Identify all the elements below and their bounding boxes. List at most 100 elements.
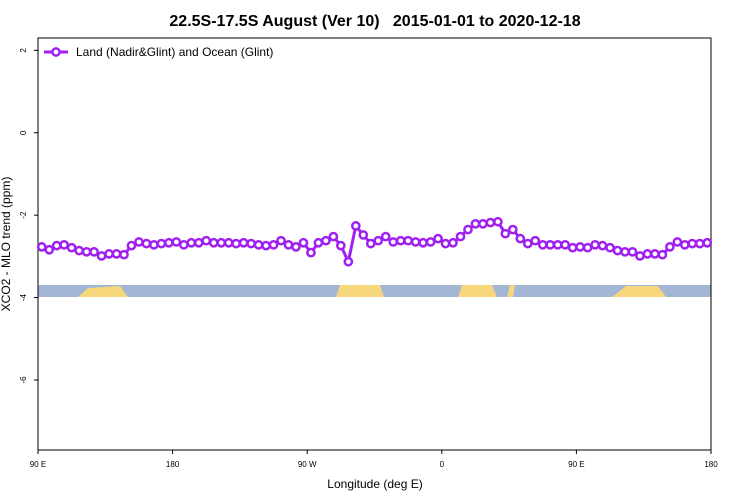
data-point	[186, 237, 197, 248]
data-point	[380, 231, 391, 242]
data-point	[59, 239, 70, 250]
data-point	[336, 240, 346, 251]
data-point	[253, 239, 264, 250]
data-point	[343, 256, 354, 267]
data-point	[635, 251, 645, 261]
data-point	[575, 242, 585, 252]
data-point	[455, 231, 466, 242]
y-tick-label: -6	[19, 376, 28, 384]
data-point	[470, 218, 481, 229]
y-tick-label: 0	[19, 130, 28, 135]
data-point	[665, 242, 675, 252]
data-point	[231, 238, 242, 249]
data-point	[507, 224, 518, 235]
data-point	[246, 238, 256, 249]
data-point	[418, 237, 428, 248]
legend-marker	[51, 47, 61, 57]
data-point	[597, 240, 608, 251]
data-point	[395, 235, 406, 246]
data-point	[216, 237, 227, 248]
data-point	[605, 242, 615, 253]
data-point	[500, 228, 511, 239]
y-axis-label: XCO2 - MLO trend (ppm)	[0, 177, 13, 312]
data-point	[485, 217, 496, 228]
data-point	[298, 237, 309, 248]
data-point	[111, 249, 122, 259]
data-point	[463, 224, 473, 235]
data-point	[164, 237, 174, 248]
legend-label: Land (Nadir&Glint) and Ocean (Glint)	[76, 45, 273, 59]
data-point	[268, 239, 279, 250]
x-axis-label: Longitude (deg E)	[327, 477, 422, 491]
y-tick-label: 2	[19, 48, 28, 53]
data-point	[679, 239, 690, 250]
data-point	[590, 239, 600, 250]
data-point	[650, 249, 660, 259]
data-point	[261, 240, 271, 251]
x-tick-label: 90 W	[298, 460, 317, 469]
data-point	[306, 247, 316, 258]
data-point	[373, 235, 384, 246]
data-point	[687, 238, 698, 249]
data-point	[89, 246, 99, 257]
data-point	[433, 233, 443, 244]
data-point	[493, 216, 503, 227]
x-tick-label: 90 E	[568, 460, 584, 469]
data-point	[321, 235, 331, 246]
x-tick-label: 0	[440, 460, 445, 469]
data-point	[448, 237, 458, 248]
surface-band	[38, 285, 711, 297]
data-point	[702, 237, 713, 248]
data-point	[552, 239, 563, 250]
data-point	[358, 230, 369, 240]
data-point	[149, 239, 159, 250]
data-point	[208, 237, 219, 248]
data-point	[545, 239, 556, 250]
chart-title: 22.5S-17.5S August (Ver 10) 2015-01-01 t…	[169, 13, 580, 30]
data-point	[44, 244, 55, 255]
data-point	[223, 237, 234, 248]
data-point	[627, 246, 638, 257]
data-point	[388, 237, 399, 247]
data-point	[350, 221, 361, 231]
data-point	[328, 231, 339, 242]
data-point	[81, 246, 92, 257]
data-point	[66, 242, 77, 253]
data-point	[620, 246, 630, 257]
data-point	[478, 218, 488, 229]
data-point	[365, 238, 376, 249]
data-point	[672, 237, 683, 247]
data-point	[530, 235, 541, 246]
data-point	[119, 249, 129, 260]
data-point	[560, 239, 571, 250]
data-point	[694, 238, 705, 249]
y-tick-label: -2	[19, 211, 28, 219]
data-point	[403, 235, 413, 246]
data-point	[96, 251, 107, 261]
y-tick-label: -4	[19, 293, 28, 301]
data-point	[141, 238, 152, 249]
data-point	[134, 237, 144, 247]
data-point	[582, 242, 593, 253]
data-point	[276, 235, 286, 246]
data-point	[425, 237, 436, 247]
data-point	[642, 249, 653, 259]
data-point	[567, 242, 578, 253]
x-tick-label: 90 E	[30, 460, 46, 469]
x-tick-label: 180	[704, 460, 718, 469]
data-point	[178, 239, 189, 250]
x-tick-label: 180	[166, 460, 180, 469]
data-point	[238, 237, 249, 248]
data-point	[156, 238, 167, 249]
data-point	[657, 249, 668, 260]
data-point	[291, 242, 301, 252]
data-point	[36, 242, 47, 252]
data-point	[74, 245, 84, 256]
data-point	[104, 249, 114, 259]
data-point	[171, 237, 182, 247]
data-point	[283, 239, 294, 250]
data-point	[201, 235, 212, 246]
data-point	[515, 233, 526, 244]
data-point	[313, 237, 324, 248]
